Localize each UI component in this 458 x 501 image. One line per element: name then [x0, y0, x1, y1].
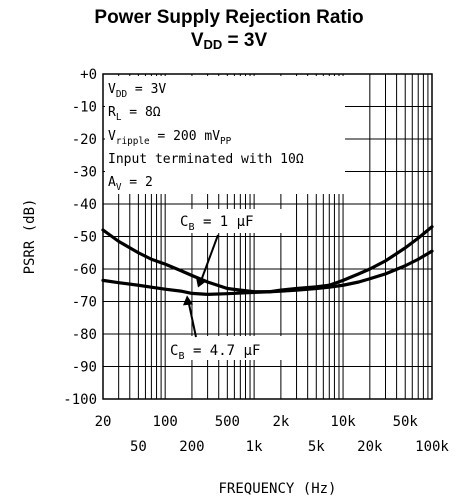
series-label-1-main: C [170, 343, 178, 359]
series-label-0: CB = 1 μF [180, 214, 254, 233]
series-label-0-sub: B [188, 222, 194, 233]
x-tick-label-upper: 2k [272, 414, 289, 430]
arrowhead-0 [196, 277, 206, 288]
leader-0 [199, 234, 219, 284]
y-tick-label: -50 [72, 230, 97, 246]
series-label-1-rest: = 4.7 μF [185, 343, 261, 359]
x-tick-label-upper: 100 [153, 414, 178, 430]
leader-1 [187, 299, 197, 338]
y-tick-label: -80 [72, 327, 97, 343]
cond-rl-sub: L [116, 112, 122, 123]
y-tick-label: -30 [72, 165, 97, 181]
cond-av-rest: = 2 [121, 175, 152, 190]
cond-rl-rest: = 8Ω [121, 105, 160, 120]
cond-vripple-sub: ripple [116, 136, 150, 147]
x-tick-label-lower: 100k [415, 439, 449, 455]
cond-vripple-sub2: PP [220, 136, 232, 147]
y-tick-label: -20 [72, 132, 97, 148]
arrowhead-1 [183, 295, 193, 306]
cond-vdd-main: V [108, 82, 116, 97]
cond-vripple: Vripple = 200 mVPP [108, 129, 232, 147]
series-label-1: CB = 4.7 μF [170, 343, 260, 362]
subtitle-main: V [190, 30, 204, 51]
y-tick-label: +0 [80, 67, 97, 83]
y-tick-label: -70 [72, 295, 97, 311]
x-tick-label-upper: 10k [330, 414, 356, 430]
y-tick-label: -100 [63, 392, 97, 408]
cond-vripple-rest: = 200 mV [150, 129, 221, 144]
x-axis-label: FREQUENCY (Hz) [218, 481, 336, 497]
chart-title: Power Supply Rejection Ratio [94, 7, 364, 28]
cond-av-sub: V [116, 182, 122, 193]
series-label-0-rest: = 1 μF [195, 214, 254, 230]
y-tick-label: -90 [72, 360, 97, 376]
series-label-bg-1 [166, 336, 296, 360]
chart-subtitle: VDD = 3V [0, 30, 458, 52]
series-label-0-main: C [180, 214, 188, 230]
x-tick-label-upper: 50k [393, 414, 419, 430]
cond-vdd: VDD = 3V [108, 82, 166, 100]
x-tick-label-upper: 20 [95, 414, 112, 430]
x-tick-label-lower: 200 [179, 439, 204, 455]
cond-vdd-sub: DD [116, 89, 128, 100]
y-tick-label: -10 [72, 100, 97, 116]
subtitle-sub: DD [203, 37, 223, 52]
series-label-bg-0 [176, 209, 296, 233]
cond-input: Input terminated with 10Ω [108, 152, 304, 167]
cond-rl: RL = 8Ω [108, 105, 161, 123]
x-tick-label-lower: 50 [130, 439, 147, 455]
plot-frame [102, 73, 433, 400]
grid-layer [102, 73, 433, 400]
x-tick-label-lower: 20k [357, 439, 383, 455]
series-layer [101, 225, 434, 296]
cond-rl-main: R [108, 105, 116, 120]
x-tick-label-lower: 5k [308, 439, 325, 455]
x-tick-label-lower: 1k [246, 439, 263, 455]
y-axis-label: PSRR (dB) [22, 199, 38, 275]
cond-vdd-rest: = 3V [127, 82, 166, 97]
series-label-1-sub: B [178, 351, 184, 362]
y-tick-label: -40 [72, 197, 97, 213]
cond-av-main: A [108, 175, 116, 190]
series-line-1 [101, 249, 434, 296]
cond-av: AV = 2 [108, 175, 153, 193]
ticks-layer: +0 -10 -20 -30 -40 -50 -60 -70 -80 -90 -100 20 100 50… [22, 67, 449, 497]
subtitle-rest: = 3V [222, 30, 268, 51]
x-tick-label-upper: 500 [215, 414, 240, 430]
conditions-panel [105, 76, 345, 194]
cond-vripple-main: V [108, 129, 116, 144]
y-tick-label: -60 [72, 262, 97, 278]
